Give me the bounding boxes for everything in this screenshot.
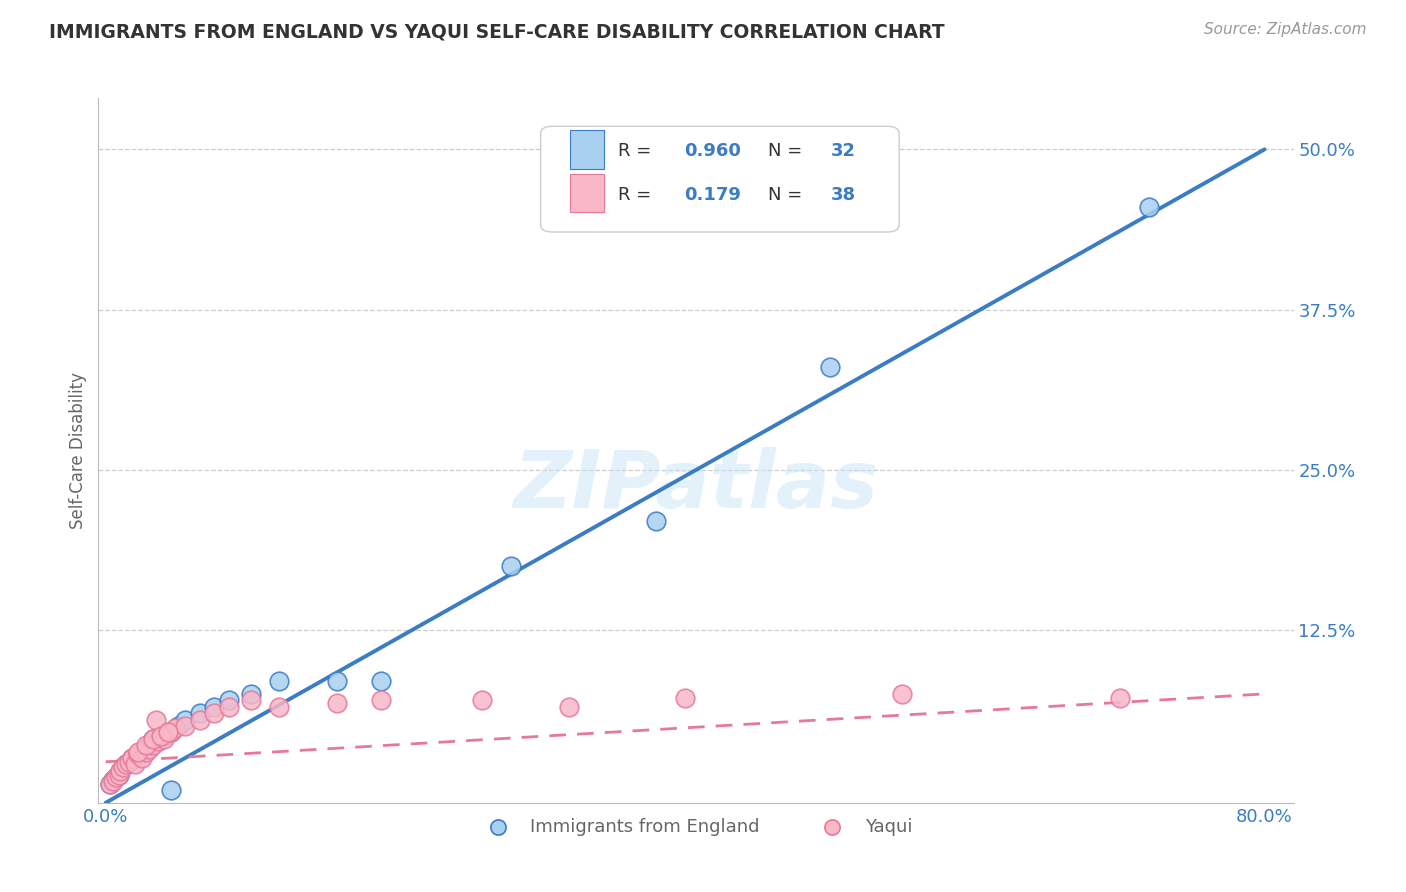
Point: [146, 734, 169, 748]
Text: 0.179: 0.179: [685, 186, 741, 203]
Point: [104, 770, 127, 784]
Point: [121, 751, 143, 765]
Point: [645, 514, 668, 528]
Point: [135, 745, 157, 759]
Point: [202, 706, 225, 720]
Point: [471, 693, 494, 707]
Point: [145, 713, 167, 727]
Point: [160, 725, 183, 739]
Point: [326, 674, 349, 689]
Point: [269, 699, 291, 714]
Point: [108, 764, 131, 778]
Legend: Immigrants from England, Yaqui: Immigrants from England, Yaqui: [472, 811, 920, 843]
Text: N =: N =: [768, 186, 807, 203]
Point: [370, 693, 392, 707]
Point: [149, 729, 172, 743]
Y-axis label: Self-Care Disability: Self-Care Disability: [69, 372, 87, 529]
Point: [818, 360, 841, 375]
Point: [115, 757, 138, 772]
Point: [152, 729, 174, 743]
FancyBboxPatch shape: [541, 127, 900, 232]
Point: [112, 760, 135, 774]
Point: [124, 751, 146, 765]
Point: [115, 757, 138, 772]
Text: N =: N =: [768, 142, 807, 160]
Point: [891, 687, 914, 701]
Text: 32: 32: [831, 142, 856, 160]
Point: [156, 725, 179, 739]
Point: [135, 742, 157, 756]
Point: [108, 764, 131, 778]
Point: [138, 742, 160, 756]
Point: [269, 674, 291, 689]
Point: [160, 725, 183, 739]
Point: [98, 776, 121, 790]
Point: [673, 690, 696, 705]
Point: [326, 696, 349, 710]
Point: [501, 558, 523, 573]
Text: R =: R =: [619, 186, 657, 203]
Point: [174, 713, 197, 727]
Text: R =: R =: [619, 142, 657, 160]
Point: [107, 767, 129, 781]
Point: [101, 774, 124, 789]
Point: [118, 755, 141, 769]
Point: [131, 745, 153, 759]
Point: [202, 699, 225, 714]
Point: [131, 751, 153, 765]
Point: [142, 731, 165, 746]
Point: [104, 770, 127, 784]
Point: [112, 760, 135, 774]
Text: 38: 38: [831, 186, 856, 203]
Point: [152, 731, 174, 746]
Point: [558, 699, 581, 714]
Point: [118, 755, 141, 769]
Point: [160, 783, 183, 797]
Point: [124, 757, 146, 772]
Point: [127, 745, 149, 759]
Point: [165, 722, 187, 736]
Point: [127, 747, 149, 761]
Text: IMMIGRANTS FROM ENGLAND VS YAQUI SELF-CARE DISABILITY CORRELATION CHART: IMMIGRANTS FROM ENGLAND VS YAQUI SELF-CA…: [49, 22, 945, 41]
Text: Source: ZipAtlas.com: Source: ZipAtlas.com: [1204, 22, 1367, 37]
Point: [167, 719, 190, 733]
Point: [370, 674, 392, 689]
Point: [218, 699, 240, 714]
Point: [174, 719, 197, 733]
Point: [218, 693, 240, 707]
Text: 0.960: 0.960: [685, 142, 741, 160]
Point: [142, 738, 165, 752]
Point: [142, 731, 165, 746]
Point: [1137, 200, 1160, 214]
Point: [121, 751, 143, 765]
Point: [127, 747, 149, 761]
Point: [101, 772, 124, 787]
Point: [107, 767, 129, 781]
Point: [98, 776, 121, 790]
Text: ZIPatlas: ZIPatlas: [513, 447, 879, 524]
Point: [1108, 690, 1130, 705]
FancyBboxPatch shape: [571, 174, 605, 212]
Point: [146, 734, 169, 748]
Point: [188, 713, 211, 727]
FancyBboxPatch shape: [571, 130, 605, 169]
Point: [239, 687, 262, 701]
Point: [239, 693, 262, 707]
Point: [135, 738, 157, 752]
Point: [188, 706, 211, 720]
Point: [138, 738, 160, 752]
